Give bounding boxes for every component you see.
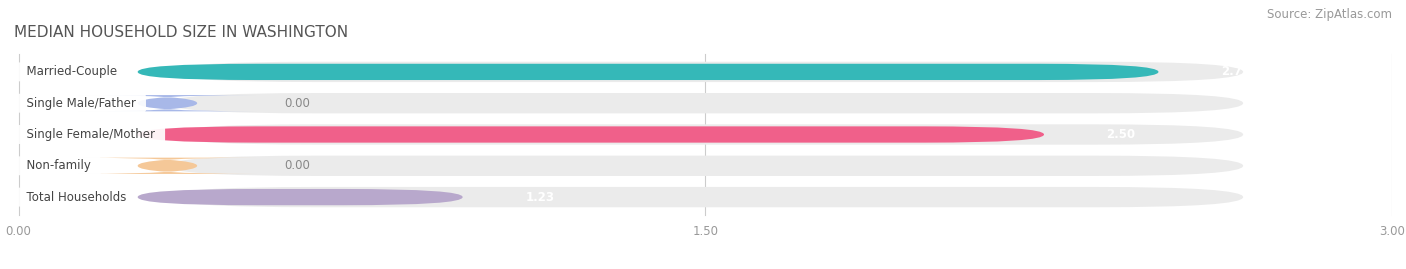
Text: Single Female/Mother: Single Female/Mother <box>18 128 162 141</box>
Text: 1.23: 1.23 <box>526 191 554 204</box>
FancyBboxPatch shape <box>79 158 257 174</box>
FancyBboxPatch shape <box>167 124 1243 145</box>
FancyBboxPatch shape <box>79 95 257 111</box>
Text: Married-Couple: Married-Couple <box>18 65 124 78</box>
Text: 2.75: 2.75 <box>1220 65 1250 78</box>
Text: Single Male/Father: Single Male/Father <box>18 97 143 110</box>
Text: Non-family: Non-family <box>18 159 98 172</box>
FancyBboxPatch shape <box>138 126 1045 143</box>
Text: 2.50: 2.50 <box>1107 128 1136 141</box>
Text: Source: ZipAtlas.com: Source: ZipAtlas.com <box>1267 8 1392 21</box>
FancyBboxPatch shape <box>138 64 1159 80</box>
FancyBboxPatch shape <box>167 156 1243 176</box>
Text: MEDIAN HOUSEHOLD SIZE IN WASHINGTON: MEDIAN HOUSEHOLD SIZE IN WASHINGTON <box>14 25 349 40</box>
FancyBboxPatch shape <box>167 93 1243 113</box>
Text: Total Households: Total Households <box>18 191 134 204</box>
Text: 0.00: 0.00 <box>284 159 309 172</box>
FancyBboxPatch shape <box>167 62 1243 82</box>
FancyBboxPatch shape <box>167 187 1243 207</box>
Text: 0.00: 0.00 <box>284 97 309 110</box>
FancyBboxPatch shape <box>138 189 463 205</box>
